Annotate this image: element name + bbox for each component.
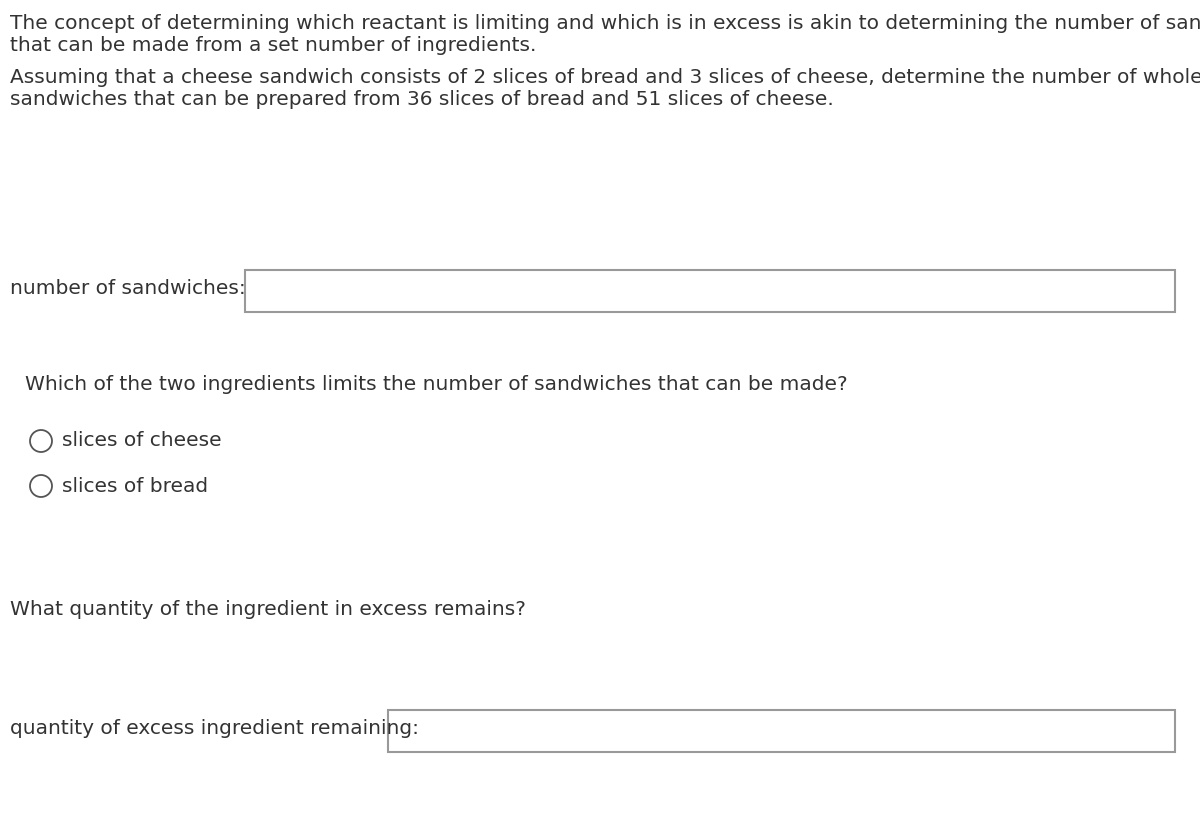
- Text: number of sandwiches:: number of sandwiches:: [10, 279, 246, 297]
- Text: Which of the two ingredients limits the number of sandwiches that can be made?: Which of the two ingredients limits the …: [25, 375, 847, 394]
- Bar: [388, 710, 1175, 752]
- Text: Assuming that a cheese sandwich consists of 2 slices of bread and 3 slices of ch: Assuming that a cheese sandwich consists…: [10, 68, 1200, 87]
- Bar: [245, 270, 1175, 312]
- Text: slices of cheese: slices of cheese: [62, 432, 222, 451]
- Text: slices of bread: slices of bread: [62, 477, 208, 495]
- Text: sandwiches that can be prepared from 36 slices of bread and 51 slices of cheese.: sandwiches that can be prepared from 36 …: [10, 90, 834, 109]
- Text: The concept of determining which reactant is limiting and which is in excess is : The concept of determining which reactan…: [10, 14, 1200, 33]
- Text: What quantity of the ingredient in excess remains?: What quantity of the ingredient in exces…: [10, 600, 526, 619]
- Text: that can be made from a set number of ingredients.: that can be made from a set number of in…: [10, 36, 536, 55]
- Text: quantity of excess ingredient remaining:: quantity of excess ingredient remaining:: [10, 718, 419, 737]
